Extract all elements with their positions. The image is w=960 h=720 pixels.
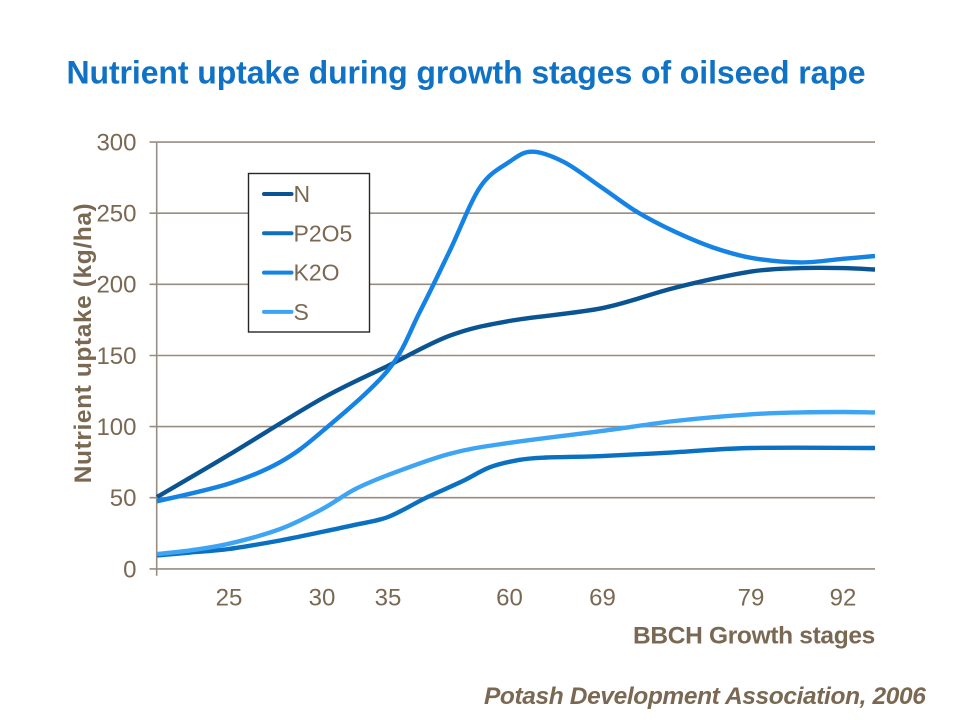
svg-text:BBCH Growth stages: BBCH Growth stages: [633, 623, 875, 650]
svg-text:200: 200: [96, 272, 136, 299]
svg-text:30: 30: [309, 585, 336, 612]
svg-text:Nutrient uptake (kg/ha): Nutrient uptake (kg/ha): [70, 203, 97, 484]
svg-text:100: 100: [96, 414, 136, 441]
svg-text:150: 150: [96, 343, 136, 370]
svg-text:25: 25: [216, 585, 243, 612]
svg-text:K2O: K2O: [294, 260, 340, 286]
svg-text:300: 300: [96, 130, 136, 157]
svg-text:S: S: [294, 299, 309, 325]
svg-text:69: 69: [589, 585, 616, 612]
svg-text:Potash Development Association: Potash Development Association, 2006: [484, 683, 926, 710]
svg-text:P2O5: P2O5: [294, 220, 353, 246]
svg-text:50: 50: [110, 485, 137, 512]
svg-text:92: 92: [830, 585, 857, 612]
svg-text:35: 35: [375, 585, 402, 612]
svg-text:79: 79: [738, 585, 765, 612]
svg-text:60: 60: [496, 585, 523, 612]
svg-text:Nutrient uptake during growth: Nutrient uptake during growth stages of …: [67, 54, 866, 90]
svg-text:0: 0: [123, 556, 136, 583]
svg-text:250: 250: [96, 201, 136, 228]
svg-text:N: N: [294, 181, 311, 207]
